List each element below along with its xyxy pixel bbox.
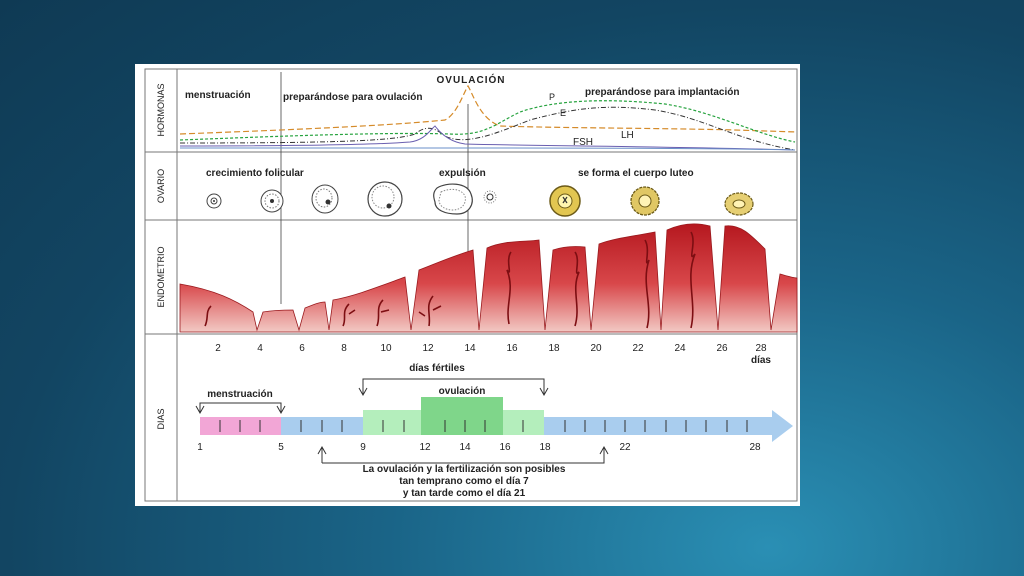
endometrium-blood-vessels xyxy=(204,231,696,329)
early-late-bracket xyxy=(317,445,609,464)
menstrual-cycle-figure: HORMONAS OVARIO ENDOMETRIO DIAS menstrua… xyxy=(135,64,800,506)
ovulation-label: ovulación xyxy=(439,386,486,397)
day-axis-tick: 16 xyxy=(506,343,518,354)
hormone-curve-orange xyxy=(179,84,798,135)
timeline-day-ticks xyxy=(219,420,748,432)
day-axis-tick: 26 xyxy=(716,343,728,354)
follicle-stage-4 xyxy=(367,181,403,217)
hormone-label-ovulacion: OVULACIÓN xyxy=(437,73,506,86)
day-axis-tick: 12 xyxy=(422,343,434,354)
hormone-label-preparando-ovulacion: preparándose para ovulación xyxy=(283,92,423,103)
timeline-day-label: 12 xyxy=(419,442,431,453)
day-axis-unit: días xyxy=(751,355,771,366)
follicle-stage-3 xyxy=(311,184,339,214)
fertilization-note-line3: y tan tarde como el día 21 xyxy=(403,488,526,499)
day-axis-tick: 4 xyxy=(257,343,263,354)
ovary-label-cuerpo-luteo: se forma el cuerpo luteo xyxy=(578,168,694,179)
day-axis-tick: 14 xyxy=(464,343,476,354)
panel-label-endometrio: ENDOMETRIO xyxy=(156,246,166,307)
day-axis-tick: 10 xyxy=(380,343,392,354)
day-axis-tick: 2 xyxy=(215,343,221,354)
panel-label-dias: DIAS xyxy=(156,408,166,429)
day-axis: 2 4 6 8 10 12 14 16 18 20 22 24 26 28 dí… xyxy=(215,343,771,366)
day-axis-tick: 24 xyxy=(674,343,686,354)
corpus-luteum-stage-2 xyxy=(630,186,660,216)
follicle-stage-2 xyxy=(260,189,284,213)
fertile-days-arrowheads xyxy=(358,387,549,397)
panel-label-ovario: OVARIO xyxy=(156,169,166,203)
timeline-day-label: 14 xyxy=(459,442,471,453)
timeline-day-label: 16 xyxy=(499,442,511,453)
hormone-curve-e xyxy=(179,106,796,151)
ovary-label-crecimiento: crecimiento folicular xyxy=(206,168,304,179)
menstruation-bracket xyxy=(199,402,282,412)
menstruation-arrowheads xyxy=(195,405,286,415)
hormone-label-preparando-implantacion: preparándose para implantación xyxy=(585,87,740,98)
timeline-day-label: 1 xyxy=(197,442,203,453)
hormone-label-menstruacion: menstruación xyxy=(185,90,251,101)
day-axis-tick: 28 xyxy=(755,343,767,354)
endometrium-layer xyxy=(179,223,798,333)
hormone-curve-fsh xyxy=(180,147,796,151)
follicle-stage-1 xyxy=(206,193,222,209)
timeline-ovulation-segment xyxy=(421,410,503,435)
timeline-arrow-segment xyxy=(544,410,793,442)
hormone-label-e: E xyxy=(560,108,566,118)
hormone-label-lh: LH xyxy=(621,130,634,141)
timeline-day-label: 28 xyxy=(749,442,761,453)
ovulating-follicle xyxy=(433,183,497,215)
day-axis-tick: 22 xyxy=(632,343,644,354)
hormone-curve-p xyxy=(179,100,796,143)
panel-label-hormonas: HORMONAS xyxy=(156,83,166,136)
timeline-day-label: 18 xyxy=(539,442,551,453)
fertile-days-label: días fértiles xyxy=(409,363,465,374)
day-axis-tick: 8 xyxy=(341,343,347,354)
fertile-days-bracket xyxy=(362,378,545,394)
hormone-label-fsh: FSH xyxy=(573,137,593,148)
timeline-day-label: 9 xyxy=(360,442,366,453)
fertilization-note-line1: La ovulación y la fertilización son posi… xyxy=(363,464,566,475)
timeline-day-labels: 1 5 9 12 14 16 18 22 28 xyxy=(197,442,761,453)
ovary-label-expulsion: expulsión xyxy=(439,168,486,179)
menstruation-label: menstruación xyxy=(207,389,273,400)
fertilization-note-line2: tan temprano como el día 7 xyxy=(399,476,529,487)
hormone-curve-lh xyxy=(179,125,796,151)
corpus-luteum-stage-1 xyxy=(549,185,581,217)
hormone-curves xyxy=(179,84,798,151)
day-axis-tick: 6 xyxy=(299,343,305,354)
hormone-label-p: P xyxy=(549,92,555,102)
day-axis-tick: 18 xyxy=(548,343,560,354)
timeline-day-label: 22 xyxy=(619,442,631,453)
corpus-luteum-stage-3 xyxy=(724,192,754,216)
timeline-day-label: 5 xyxy=(278,442,284,453)
day-axis-tick: 20 xyxy=(590,343,602,354)
